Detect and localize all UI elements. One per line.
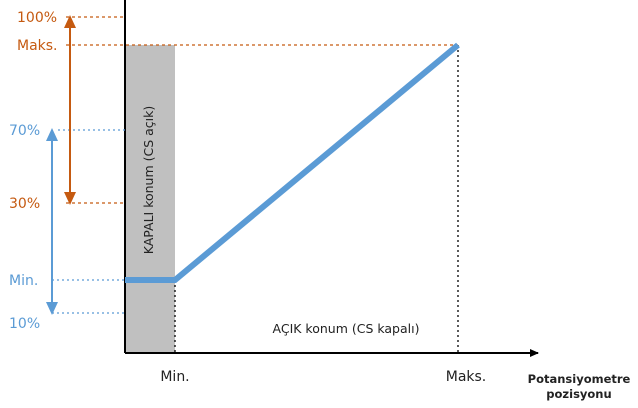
label-min-x: Min. [160, 369, 189, 385]
orange-range-arrow [64, 15, 76, 205]
off-region-label: KAPALI konum (CS açık) [141, 106, 156, 255]
label-100: 100% [17, 10, 57, 26]
off-region-band [125, 45, 175, 353]
label-min-y: Min. [9, 273, 38, 289]
axis-title-line2: pozisyonu [546, 387, 611, 401]
on-region-label: AÇIK konum (CS kapalı) [273, 321, 420, 336]
label-maks-y: Maks. [17, 38, 58, 54]
label-30: 30% [9, 196, 40, 212]
axis-title-line1: Potansiyometre [528, 372, 631, 386]
label-70: 70% [9, 123, 40, 139]
blue-range-arrow [46, 128, 58, 315]
label-10: 10% [9, 316, 40, 332]
label-maks-x: Maks. [446, 369, 487, 385]
response-line [125, 42, 460, 283]
